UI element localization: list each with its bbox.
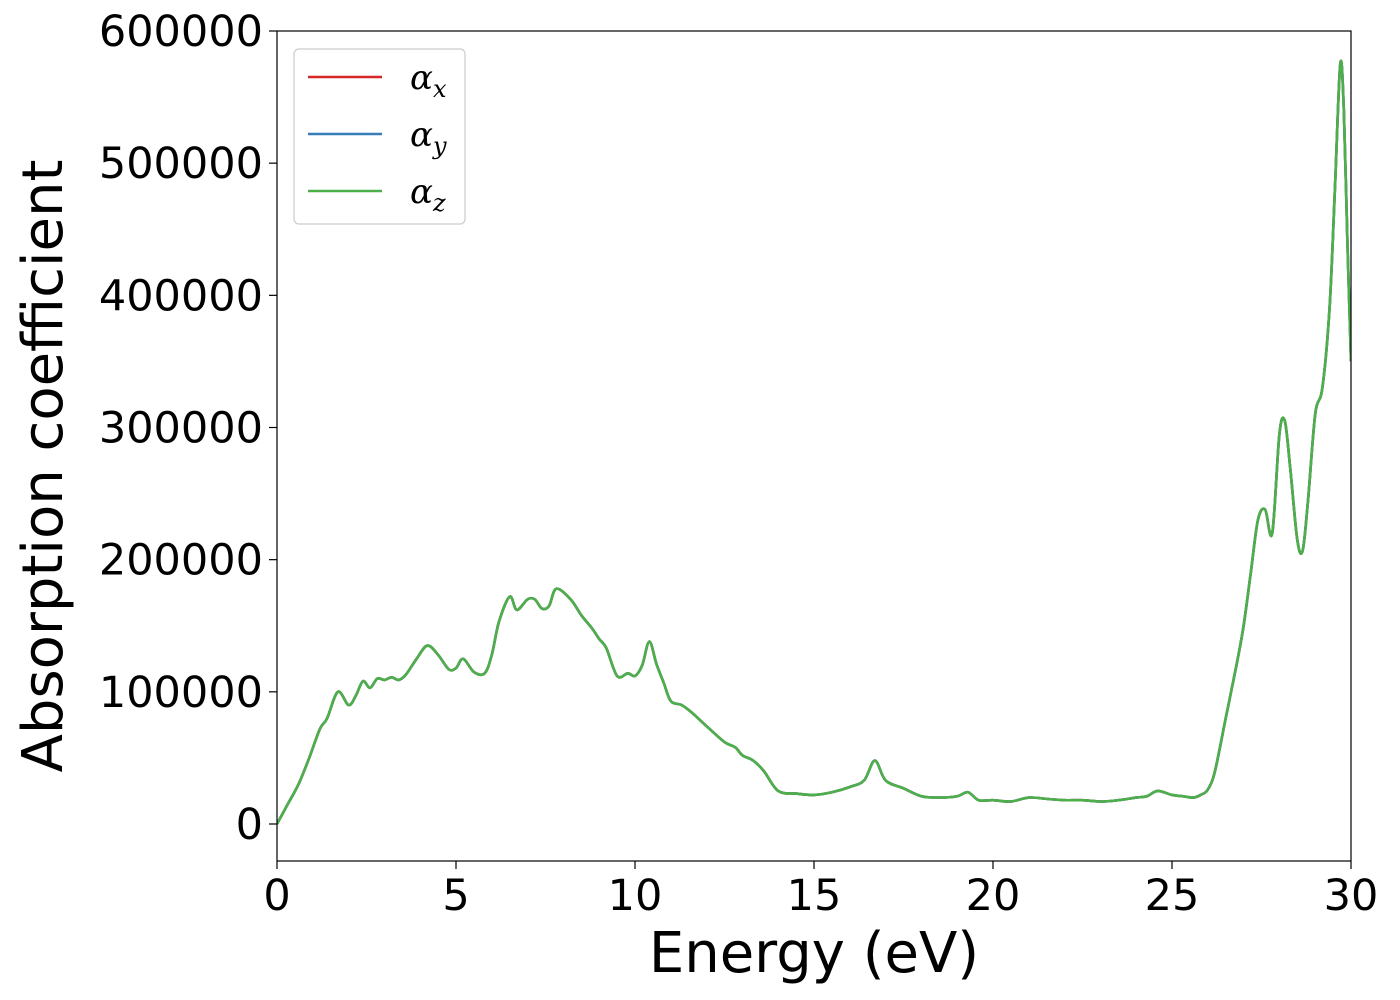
legend-label-subscript: z [432, 189, 446, 217]
legend-label-base: α [410, 115, 433, 155]
y-tick-label: 0 [236, 800, 263, 850]
x-tick-label: 5 [442, 871, 469, 921]
y-tick-label: 300000 [99, 403, 263, 453]
x-tick-label: 25 [1145, 871, 1200, 921]
legend-label-subscript: x [433, 75, 447, 103]
x-tick-label: 20 [966, 871, 1021, 921]
y-tick-label: 400000 [99, 271, 263, 321]
legend-label-y: αy [410, 115, 447, 160]
y-tick-label: 200000 [99, 536, 263, 586]
x-tick-label: 15 [787, 871, 842, 921]
y-tick-label: 500000 [99, 139, 263, 189]
y-tick-label: 600000 [99, 7, 263, 57]
x-tick-label: 0 [263, 871, 290, 921]
x-axis-ticks: 0 5 10 15 20 25 30 [263, 861, 1378, 921]
legend-label-base: α [410, 172, 433, 212]
legend-label-subscript: y [432, 132, 447, 160]
legend-label-base: α [410, 58, 433, 98]
y-axis-ticks: 0 100000 200000 300000 400000 500000 600000 [99, 7, 277, 850]
legend-box [293, 48, 466, 225]
legend-label-z: αz [410, 172, 446, 217]
legend-label-x: αx [410, 58, 447, 103]
series-line-z [277, 59, 1351, 825]
x-axis-title: Energy (eV) [649, 921, 979, 986]
y-tick-label: 100000 [99, 668, 263, 718]
x-tick-label: 10 [608, 871, 663, 921]
x-tick-label: 30 [1324, 871, 1379, 921]
series-layer [277, 59, 1351, 825]
y-axis-title: Absorption coefficient [11, 160, 76, 773]
